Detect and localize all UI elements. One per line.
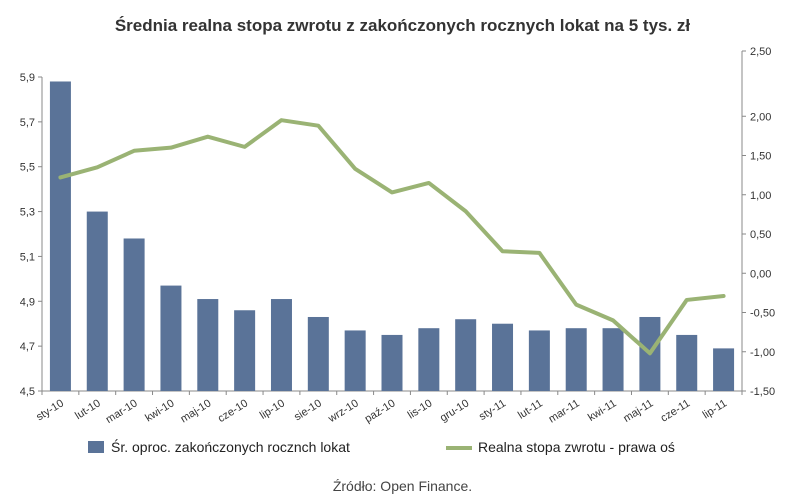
y-tick-label: 5,5 — [20, 162, 35, 174]
x-tick-label: mar-10 — [104, 397, 140, 426]
bar — [418, 328, 440, 391]
x-tick-label: kwi-11 — [586, 397, 619, 424]
x-tick-label: kwi-10 — [143, 397, 176, 424]
y2-tick-label: -1,50 — [750, 386, 775, 398]
bar — [197, 299, 219, 391]
source-note: Źródło: Open Finance. — [332, 478, 473, 494]
bar — [528, 330, 550, 391]
legend-label-line: Realna stopa zwrotu - prawa oś — [478, 439, 675, 455]
line-series — [58, 118, 726, 356]
bar — [49, 81, 71, 391]
y-tick-labels: 4,5 4,7 4,9 5,1 5,3 5,5 5,7 5,9 — [20, 72, 42, 398]
y2-tick-label: -1,00 — [750, 347, 775, 359]
bar — [307, 316, 329, 391]
x-tick-label: gru-10 — [438, 397, 471, 424]
x-tick-label: lut-10 — [73, 397, 103, 422]
y-tick-label: 5,7 — [20, 117, 35, 129]
x-tick-label: maj-10 — [179, 397, 214, 425]
y2-tick-label: -0,50 — [750, 308, 775, 320]
y-tick-label: 4,9 — [20, 296, 35, 308]
bar — [565, 328, 587, 391]
bar — [713, 348, 735, 391]
legend-swatch-bars — [88, 441, 104, 453]
y2-tick-label: 2,50 — [750, 46, 771, 58]
chart-title: Średnia realna stopa zwrotu z zakończony… — [114, 16, 691, 35]
x-tick-label: cze-11 — [659, 397, 693, 424]
bar — [492, 323, 514, 391]
y2-tick-label: 1,50 — [750, 151, 771, 163]
bar — [344, 330, 366, 391]
y2-tick-label: 0,00 — [750, 268, 771, 280]
x-tick-label: cze-10 — [216, 397, 250, 425]
x-tick-label: paź-10 — [363, 397, 398, 425]
legend-label-bars: Śr. oproc. zakończonych rocznch lokat — [111, 438, 350, 455]
bar — [234, 310, 256, 391]
x-tick-label: sty-10 — [34, 397, 66, 423]
bar — [160, 285, 182, 391]
bar — [676, 334, 698, 391]
x-tick-label: lut-11 — [516, 397, 545, 421]
bar — [270, 299, 292, 391]
y-tick-label: 5,1 — [20, 251, 35, 263]
bar — [455, 319, 477, 391]
x-tick-label: mar-11 — [547, 397, 582, 425]
y-tick-label: 4,5 — [20, 386, 35, 398]
x-tick-label: lip-11 — [701, 397, 729, 421]
bar-series — [49, 81, 735, 391]
x-tick-label: sie-10 — [292, 397, 324, 423]
y2-tick-label: 1,00 — [750, 190, 771, 202]
y-tick-label: 5,9 — [20, 72, 35, 84]
x-tick-label: maj-11 — [621, 397, 655, 425]
bar — [123, 238, 145, 391]
bar — [86, 211, 108, 391]
x-tick-label: sty-11 — [477, 397, 508, 423]
x-tick-label: lip-10 — [258, 397, 287, 421]
line-path — [58, 118, 726, 356]
x-tick-label: wrz-10 — [326, 397, 361, 425]
y-tick-label: 5,3 — [20, 207, 35, 219]
x-tick-label: lis-10 — [406, 397, 435, 421]
y2-tick-label: 0,50 — [750, 229, 771, 241]
y-tick-label: 4,7 — [20, 341, 35, 353]
x-tick-labels: sty-10 lut-10 mar-10 kwi-10 maj-10 cze-10 lip-… — [34, 391, 743, 426]
bar — [602, 328, 624, 391]
legend: Śr. oproc. zakończonych rocznch lokat Re… — [88, 438, 675, 455]
bar — [381, 334, 403, 391]
y2-tick-labels: -1,50 -1,00 -0,50 0,00 0,50 1,00 1,50 2,00 2,50 — [742, 46, 775, 398]
y2-tick-label: 2,00 — [750, 111, 771, 123]
